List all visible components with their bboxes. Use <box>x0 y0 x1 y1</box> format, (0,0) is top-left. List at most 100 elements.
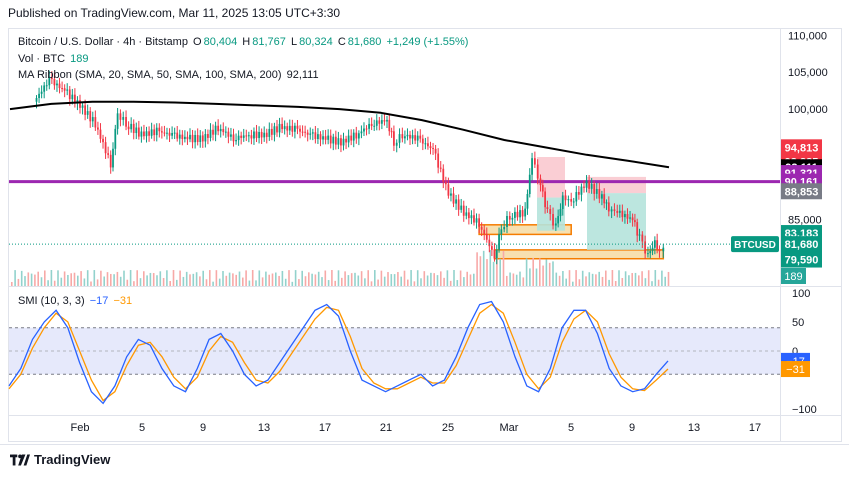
candle-body <box>442 168 445 182</box>
volume-bar <box>459 270 462 286</box>
volume-bar <box>529 268 531 286</box>
candle-body <box>48 77 51 86</box>
volume-bar <box>337 270 340 286</box>
volume-bar <box>30 273 33 286</box>
candle-body <box>467 212 470 219</box>
volume-bar <box>446 270 449 286</box>
volume-bar <box>341 277 343 286</box>
volume-bar <box>53 280 56 286</box>
candle-body <box>337 138 340 145</box>
volume-bar <box>667 271 670 286</box>
candle-body <box>168 132 171 136</box>
time-tick-label: 5 <box>568 422 574 434</box>
published-caption: Published on TradingView.com, Mar 11, 20… <box>8 6 341 20</box>
volume-bar <box>641 271 643 286</box>
ma-label: MA Ribbon (SMA, 20, SMA, 50, SMA, 100, S… <box>18 69 282 81</box>
volume-bar <box>393 274 396 286</box>
candle-body <box>189 134 191 140</box>
candle-body <box>390 131 393 133</box>
candle-body <box>409 134 411 139</box>
candle-body <box>395 142 398 146</box>
candle-body <box>194 135 197 143</box>
volume-bar <box>634 272 637 286</box>
volume-bar <box>456 280 459 286</box>
volume-bar <box>416 270 419 286</box>
position-loss-box-1 <box>537 157 565 198</box>
candle-body <box>237 135 240 141</box>
volume-bar <box>664 276 666 286</box>
candle-body <box>97 127 99 130</box>
smi-line <box>8 300 669 405</box>
candle-body <box>309 133 312 135</box>
volume-bar <box>479 256 482 286</box>
candle-body <box>647 253 649 255</box>
candle-body <box>245 135 248 137</box>
volume-bar <box>232 273 234 286</box>
volume-bar <box>37 271 39 286</box>
candle-body <box>247 135 250 137</box>
volume-bar <box>222 271 224 286</box>
candle-body <box>480 226 483 230</box>
volume-bar <box>482 250 485 286</box>
price-badge <box>781 236 822 253</box>
candle-body <box>495 249 498 259</box>
volume-bar <box>60 277 63 286</box>
volume-bar <box>11 282 13 286</box>
volume-bar <box>44 270 46 286</box>
candle-body <box>357 133 360 139</box>
price-badge-text: 88,853 <box>785 186 819 198</box>
candle-body <box>183 136 186 139</box>
candle-body <box>577 192 580 195</box>
volume-bar <box>657 279 660 286</box>
candle-body <box>150 129 153 136</box>
volume-bar <box>562 271 564 286</box>
candle-body <box>460 205 463 210</box>
candle-body <box>112 148 114 168</box>
volume-bar <box>598 271 600 286</box>
candle-body <box>148 131 150 136</box>
candle-body <box>580 186 583 195</box>
volume-bar <box>47 280 49 286</box>
symbol-badge <box>731 236 779 253</box>
candle-body <box>490 246 493 250</box>
candle-body <box>158 127 161 132</box>
candle-body <box>503 227 506 230</box>
volume-bar <box>96 279 99 286</box>
volume-bar <box>139 278 142 286</box>
volume-bar <box>443 277 445 286</box>
candle-body <box>649 251 652 254</box>
volume-bar <box>275 272 277 286</box>
volume-value: 189 <box>70 53 89 65</box>
volume-bar <box>486 259 488 286</box>
volume-bar <box>298 279 300 286</box>
volume-bar <box>581 270 584 286</box>
volume-bar <box>311 273 313 286</box>
volume-bar <box>77 275 79 286</box>
candle-body <box>209 129 212 138</box>
candle-body <box>288 125 291 131</box>
volume-bar <box>647 270 650 286</box>
legend-high-value: 81,767 <box>252 36 286 48</box>
volume-bar <box>496 250 498 286</box>
candle-body <box>306 132 309 135</box>
candle-body <box>616 210 619 213</box>
volume-bar <box>152 273 155 286</box>
candle-body <box>230 134 232 137</box>
candle-body <box>465 212 468 216</box>
volume-bar <box>469 274 472 286</box>
candle-body <box>227 131 230 137</box>
candle-body <box>56 83 58 86</box>
volume-bar <box>661 270 663 286</box>
volume-bar <box>522 277 525 286</box>
volume-bar <box>172 270 175 286</box>
candle-body <box>89 111 92 122</box>
volume-bar <box>265 271 267 286</box>
tradingview-logo[interactable]: TradingView <box>10 452 110 467</box>
volume-bar <box>364 278 366 286</box>
candle-body <box>641 234 644 242</box>
candle-body <box>317 134 319 140</box>
candle-body <box>40 91 43 94</box>
volume-bar <box>308 272 310 286</box>
